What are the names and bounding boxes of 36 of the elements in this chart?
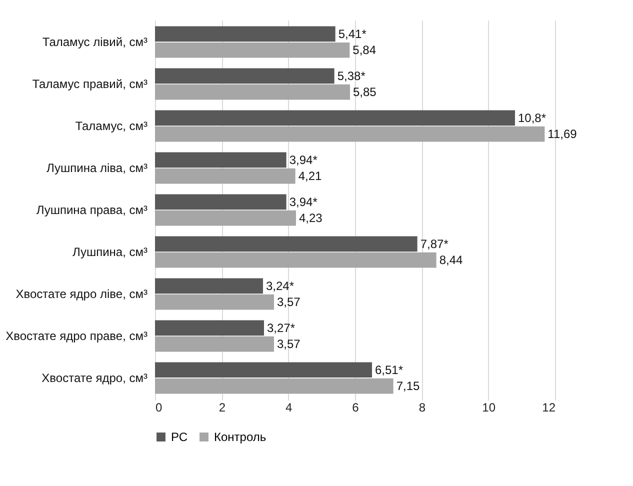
data-label: 5,41* <box>338 26 367 41</box>
y-tick-label: Таламус правий, см³ <box>32 77 148 92</box>
data-label: 8,44 <box>439 253 464 268</box>
data-label: 3,94* <box>289 152 318 167</box>
x-tick-label: 12 <box>542 400 556 414</box>
data-label: 5,84 <box>352 43 376 58</box>
x-tick-label: 10 <box>482 400 496 414</box>
legend-label: РС <box>171 430 188 444</box>
data-label: 3,24* <box>266 278 294 293</box>
y-tick-label: Лушпина ліва, см³ <box>46 161 148 176</box>
data-label: 10,8* <box>518 110 546 125</box>
data-label: 7,87* <box>420 236 449 251</box>
y-tick-label: Таламус, см³ <box>75 119 148 134</box>
x-tick-label: 6 <box>352 400 360 414</box>
data-label: 3,94* <box>289 194 318 209</box>
data-label: 7,15 <box>396 379 420 394</box>
y-tick-label: Хвостате ядро праве, см³ <box>6 328 148 343</box>
data-label: 6,51* <box>375 362 404 377</box>
x-tick-label: 4 <box>285 400 292 414</box>
x-tick-label: 2 <box>218 400 226 414</box>
data-label: 5,38* <box>337 68 366 83</box>
data-label: 4,21 <box>298 169 322 184</box>
x-tick-label: 8 <box>418 400 426 414</box>
legend-label: Контроль <box>214 430 266 444</box>
y-tick-label: Таламус лівий, см³ <box>42 35 148 50</box>
data-label: 3,27* <box>267 320 296 335</box>
data-label: 11,69 <box>548 127 578 142</box>
data-label: 5,85 <box>353 85 377 100</box>
y-tick-label: Хвостате ядро ліве, см³ <box>16 286 148 301</box>
y-tick-label: Лушпина, см³ <box>72 244 148 259</box>
data-label: 3,57 <box>277 337 301 352</box>
y-tick-label: Лушпина права, см³ <box>36 203 148 217</box>
data-label: 3,57 <box>277 295 301 310</box>
data-label: 4,23 <box>299 211 323 226</box>
y-tick-label: Хвостате ядро, см³ <box>42 370 148 385</box>
x-tick-label: 0 <box>156 400 162 414</box>
